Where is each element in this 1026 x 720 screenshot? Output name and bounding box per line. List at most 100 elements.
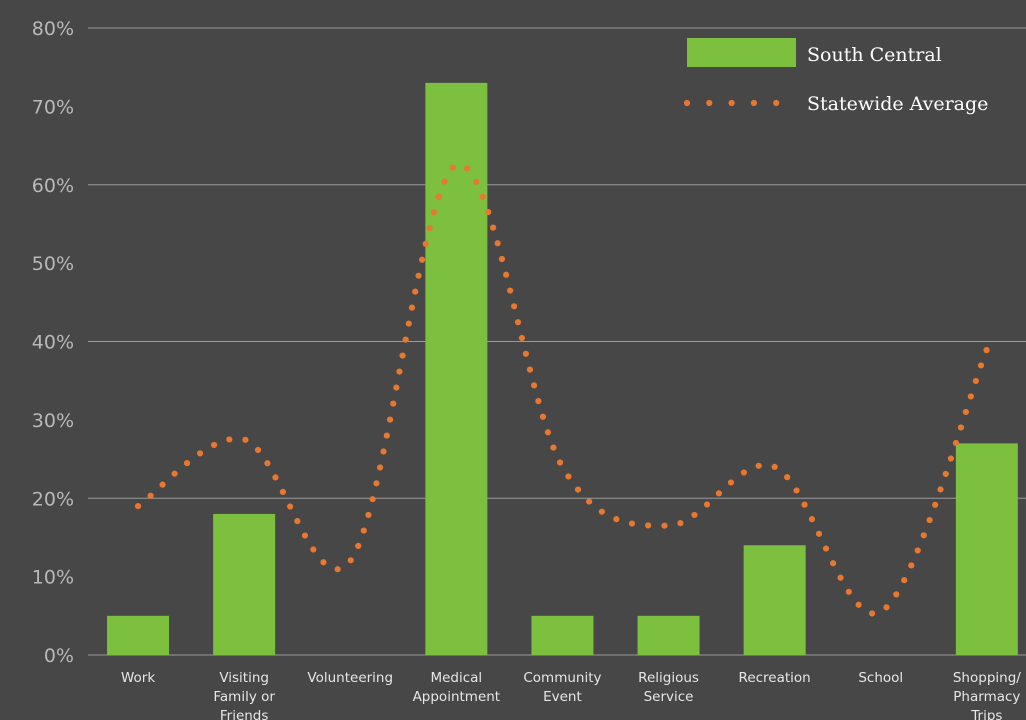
- statewide-average-dot: [183, 460, 191, 467]
- statewide-average-dot: [822, 545, 830, 552]
- statewide-average-dot: [514, 319, 522, 326]
- statewide-average-dot: [914, 547, 921, 554]
- statewide-average-dot: [422, 240, 429, 247]
- statewide-average-dot: [380, 448, 387, 455]
- statewide-average-dot: [196, 450, 204, 457]
- statewide-average-dot: [926, 517, 933, 524]
- statewide-average-dot: [386, 416, 394, 423]
- statewide-average-dot: [279, 488, 287, 496]
- statewide-average-dot: [287, 503, 294, 510]
- statewide-average-dot: [793, 487, 800, 494]
- statewide-average-dot: [435, 193, 442, 200]
- statewide-average-dot: [837, 574, 844, 581]
- statewide-average-dot: [539, 413, 547, 420]
- statewide-average-dot: [893, 591, 900, 598]
- bar: [213, 513, 276, 655]
- statewide-average-dot: [677, 520, 684, 527]
- y-axis-ticks: 0% 10% 20% 30% 40% 50% 60% 70% 80%: [32, 18, 74, 667]
- statewide-average-dot: [830, 560, 837, 567]
- statewide-average-dot: [920, 532, 927, 539]
- statewide-average-dot: [613, 516, 620, 523]
- statewide-average-dot: [347, 557, 354, 564]
- legend-dot: [750, 99, 758, 107]
- statewide-average-dot: [449, 164, 457, 171]
- statewide-average-dot: [586, 498, 593, 505]
- statewide-average-dot: [393, 384, 400, 391]
- statewide-average-dot: [740, 469, 748, 476]
- statewide-average-dot: [526, 366, 534, 373]
- statewide-average-dot: [937, 486, 944, 493]
- statewide-average-dot: [801, 501, 808, 508]
- legend-dot: [706, 99, 713, 107]
- statewide-average-dot: [503, 271, 510, 278]
- statewide-average-dot: [294, 518, 301, 525]
- statewide-average-dot: [522, 350, 530, 357]
- statewide-average-dot: [661, 522, 668, 529]
- statewide-average-dot: [254, 446, 262, 454]
- statewide-average-dot: [373, 480, 380, 487]
- y-tick-label: 30%: [32, 410, 74, 432]
- y-tick-label: 0%: [44, 645, 74, 667]
- statewide-average-dot: [399, 352, 406, 359]
- y-tick-label: 20%: [32, 488, 74, 510]
- bar: [531, 615, 594, 655]
- x-category-label: Volunteering: [307, 670, 393, 686]
- statewide-average-dot: [430, 209, 437, 216]
- statewide-average-dot: [360, 527, 367, 534]
- statewide-average-dot: [598, 508, 605, 515]
- statewide-average-dot: [426, 224, 433, 232]
- x-category-label: Community Event: [523, 670, 601, 705]
- statewide-average-dot: [565, 473, 572, 480]
- statewide-average-dot: [901, 577, 908, 584]
- statewide-average-dot: [815, 530, 823, 537]
- statewide-average-dot: [784, 474, 791, 481]
- statewide-average-dot: [703, 501, 711, 508]
- statewide-average-dot: [957, 424, 965, 431]
- statewide-average-dot: [628, 520, 636, 527]
- statewide-average-dot: [727, 479, 735, 486]
- legend-swatch-statewide-average: [683, 99, 780, 107]
- statewide-average-dot: [645, 522, 652, 529]
- bars: [107, 82, 1018, 656]
- statewide-average-dot: [272, 474, 279, 481]
- bar: [955, 443, 1018, 655]
- statewide-average-dot: [264, 460, 271, 467]
- statewide-average-dot: [574, 486, 582, 493]
- statewide-average-dot: [412, 288, 419, 295]
- statewide-average-dot: [415, 272, 422, 279]
- y-tick-label: 70%: [32, 96, 74, 118]
- statewide-average-dot: [408, 304, 416, 311]
- y-tick-label: 80%: [32, 18, 74, 40]
- y-tick-label: 10%: [32, 567, 74, 589]
- statewide-average-dot: [962, 408, 970, 416]
- statewide-average-dot: [947, 455, 955, 462]
- statewide-average-dot: [365, 511, 372, 519]
- statewide-average-dot: [441, 178, 448, 185]
- statewide-average-dot: [715, 490, 723, 497]
- statewide-average-dot: [498, 255, 506, 263]
- statewide-average-dot: [479, 193, 486, 200]
- statewide-average-dot: [383, 432, 390, 439]
- y-tick-label: 50%: [32, 253, 74, 275]
- x-category-label: School: [858, 670, 903, 686]
- statewide-average-dot: [530, 382, 538, 389]
- statewide-average-dot: [159, 481, 166, 488]
- statewide-average-dot: [334, 566, 341, 573]
- legend: South Central Statewide Average: [683, 38, 988, 115]
- legend-dot: [728, 99, 735, 107]
- statewide-average-dot: [134, 502, 142, 510]
- statewide-average-dot: [376, 464, 384, 471]
- statewide-average-dot: [771, 463, 778, 471]
- statewide-average-dot: [691, 511, 698, 519]
- bar: [425, 82, 488, 656]
- statewide-average-dot: [402, 336, 409, 343]
- statewide-average-dot: [310, 546, 317, 553]
- bar: [107, 615, 170, 655]
- legend-label-south-central: South Central: [807, 44, 942, 66]
- legend-label-statewide-average: Statewide Average: [807, 93, 988, 115]
- statewide-average-dot: [544, 429, 552, 436]
- statewide-average-dot: [908, 562, 915, 569]
- statewide-average-dot: [405, 320, 412, 327]
- x-category-label: Visiting Family or Friends: [213, 670, 275, 720]
- statewide-average-dot: [556, 459, 564, 466]
